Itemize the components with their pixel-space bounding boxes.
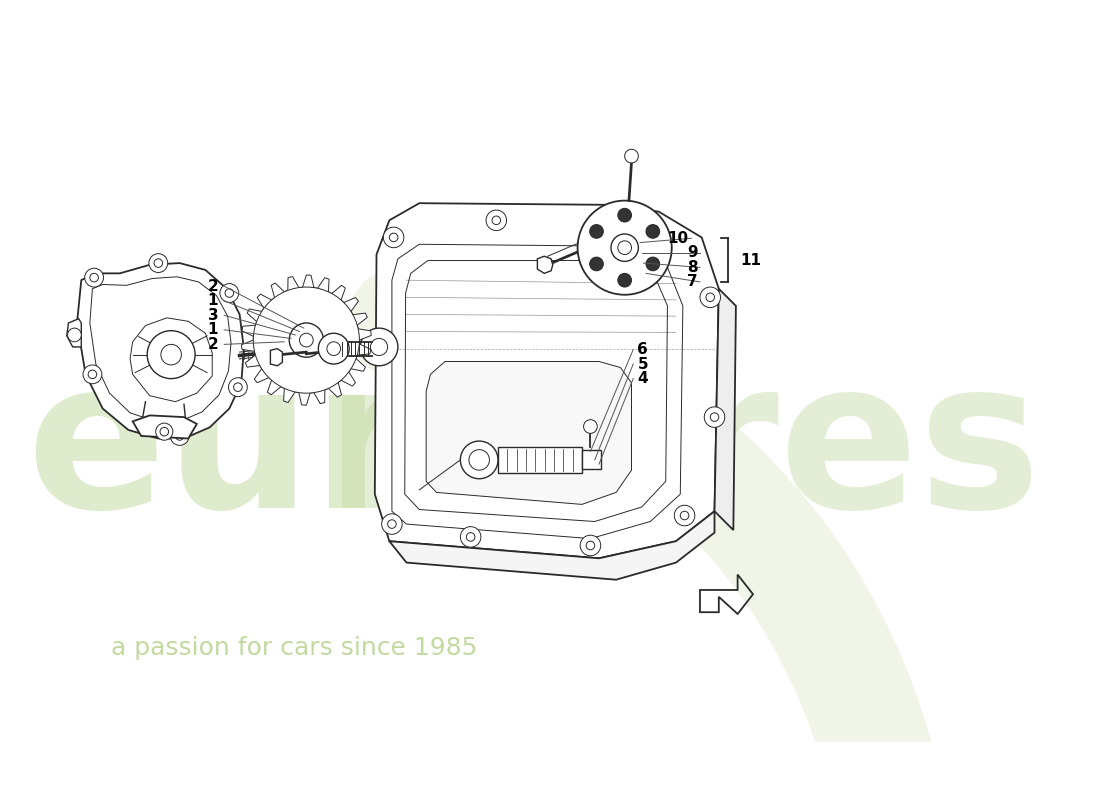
Text: 9: 9 xyxy=(686,246,697,260)
Circle shape xyxy=(226,289,233,298)
Text: 2: 2 xyxy=(208,337,218,352)
Text: 10: 10 xyxy=(668,230,689,246)
Circle shape xyxy=(646,225,660,238)
Polygon shape xyxy=(242,275,371,405)
Text: mares: mares xyxy=(326,351,1041,551)
Text: euro: euro xyxy=(25,351,554,551)
Polygon shape xyxy=(389,511,715,580)
Circle shape xyxy=(704,407,725,427)
Circle shape xyxy=(384,227,404,248)
Circle shape xyxy=(466,533,475,541)
Text: 1: 1 xyxy=(208,322,218,338)
Circle shape xyxy=(170,426,189,446)
Text: 6: 6 xyxy=(638,342,648,357)
Circle shape xyxy=(233,383,242,391)
Circle shape xyxy=(90,274,98,282)
Circle shape xyxy=(154,259,163,267)
Circle shape xyxy=(368,338,389,359)
Circle shape xyxy=(610,234,638,262)
Circle shape xyxy=(147,330,195,378)
Polygon shape xyxy=(426,362,631,504)
Circle shape xyxy=(618,274,631,287)
Circle shape xyxy=(578,201,672,294)
Circle shape xyxy=(253,287,360,393)
Circle shape xyxy=(371,338,387,355)
Text: a passion for cars since 1985: a passion for cars since 1985 xyxy=(111,636,477,660)
Circle shape xyxy=(461,441,498,478)
Text: 5: 5 xyxy=(638,357,648,371)
Circle shape xyxy=(361,328,398,366)
Text: 1: 1 xyxy=(208,294,218,308)
Circle shape xyxy=(590,257,603,270)
Circle shape xyxy=(700,287,720,307)
Text: 8: 8 xyxy=(686,260,697,275)
Text: 11: 11 xyxy=(740,253,761,268)
Circle shape xyxy=(646,225,654,233)
Circle shape xyxy=(580,535,601,556)
Circle shape xyxy=(382,514,403,534)
Circle shape xyxy=(618,241,631,254)
Polygon shape xyxy=(375,203,718,558)
Circle shape xyxy=(327,342,341,355)
Circle shape xyxy=(389,233,398,242)
Circle shape xyxy=(646,257,660,270)
Polygon shape xyxy=(715,289,736,530)
Circle shape xyxy=(85,268,103,287)
Text: 3: 3 xyxy=(208,308,218,322)
Circle shape xyxy=(640,218,661,239)
Circle shape xyxy=(67,328,81,342)
Polygon shape xyxy=(77,263,244,438)
Circle shape xyxy=(711,413,718,422)
Circle shape xyxy=(618,208,631,222)
Circle shape xyxy=(584,420,597,434)
Circle shape xyxy=(469,450,490,470)
Circle shape xyxy=(88,370,97,378)
Circle shape xyxy=(486,210,507,230)
Circle shape xyxy=(156,423,173,440)
Circle shape xyxy=(82,365,102,384)
Circle shape xyxy=(492,216,500,225)
Polygon shape xyxy=(67,318,81,347)
Circle shape xyxy=(674,506,695,526)
Text: 4: 4 xyxy=(638,371,648,386)
Circle shape xyxy=(161,344,182,365)
Bar xyxy=(582,450,601,470)
Circle shape xyxy=(289,323,323,358)
Text: 7: 7 xyxy=(686,274,697,290)
Circle shape xyxy=(461,526,481,547)
Circle shape xyxy=(586,541,595,550)
Circle shape xyxy=(318,334,349,364)
Circle shape xyxy=(299,334,314,347)
Circle shape xyxy=(375,344,384,353)
Polygon shape xyxy=(538,256,553,274)
Polygon shape xyxy=(271,349,283,366)
Circle shape xyxy=(387,520,396,528)
Circle shape xyxy=(590,225,603,238)
Circle shape xyxy=(229,378,248,397)
Circle shape xyxy=(175,432,184,440)
Circle shape xyxy=(625,150,638,163)
Circle shape xyxy=(148,254,167,273)
Circle shape xyxy=(706,293,715,302)
Circle shape xyxy=(680,511,689,520)
Polygon shape xyxy=(133,415,197,438)
Text: 2: 2 xyxy=(208,278,218,294)
Circle shape xyxy=(220,284,239,302)
Bar xyxy=(498,447,582,473)
Circle shape xyxy=(160,427,168,436)
